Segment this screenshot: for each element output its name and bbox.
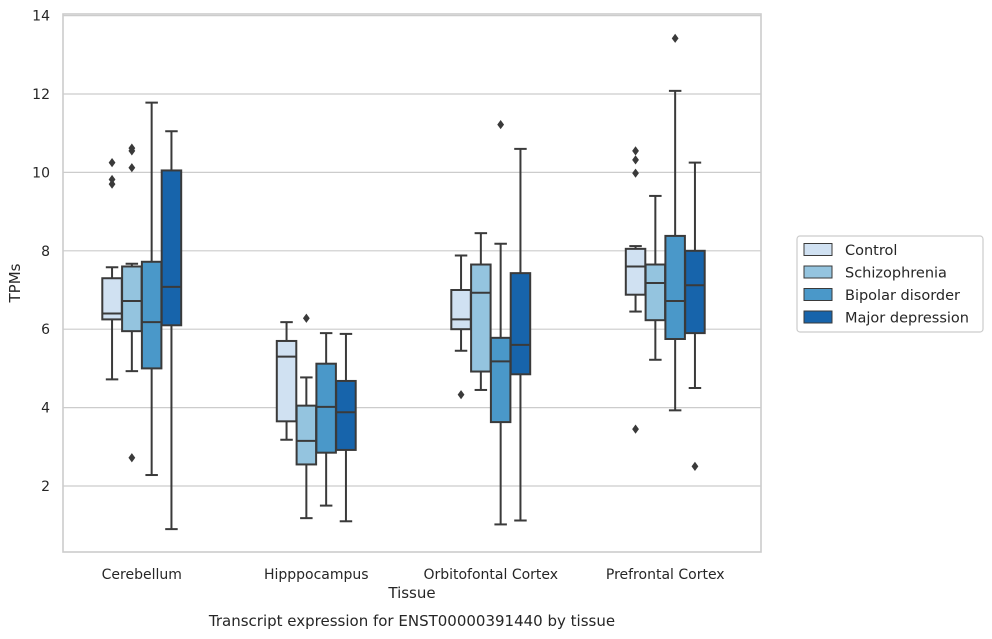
- legend-swatch: [803, 243, 833, 256]
- box: [275, 339, 298, 423]
- box: [684, 249, 706, 335]
- legend-label: Schizophrenia: [845, 266, 947, 282]
- box-group: [121, 143, 143, 463]
- outlier-point: [108, 179, 116, 189]
- box-group: [509, 147, 532, 522]
- plot-frame: [62, 13, 762, 553]
- outlier-point: [671, 33, 679, 43]
- box: [160, 169, 183, 327]
- legend-swatch: [803, 265, 833, 279]
- y-tick-label: 14: [32, 9, 50, 25]
- box-groups: [101, 33, 706, 531]
- box: [121, 265, 143, 333]
- box-group: [101, 158, 123, 381]
- outlier-point: [632, 146, 639, 156]
- y-tick-label: 8: [41, 244, 50, 260]
- box-group: [489, 119, 512, 526]
- box-group: [275, 321, 298, 441]
- outlier-point: [128, 143, 136, 153]
- x-axis-label: Tissue: [387, 584, 435, 602]
- y-tick-label: 4: [41, 401, 50, 417]
- box-group: [140, 101, 163, 477]
- outlier-point: [632, 155, 639, 165]
- y-axis-label: TPMs: [6, 263, 24, 303]
- y-tick-label: 12: [32, 87, 50, 103]
- box: [315, 362, 337, 454]
- y-tick-labels: 2 4 6 8 10 12 14: [32, 9, 50, 495]
- y-tick-label: 2: [41, 479, 50, 495]
- legend-frame: [796, 235, 984, 333]
- box-group: [315, 332, 337, 507]
- box-group: [335, 332, 357, 523]
- legend-swatch: [803, 288, 833, 301]
- outlier-point: [128, 163, 136, 173]
- outlier-point: [632, 168, 639, 178]
- legend-label: Bipolar disorder: [845, 288, 960, 304]
- box-group: [664, 33, 686, 412]
- box-group: [470, 232, 492, 391]
- box-group: [160, 130, 183, 531]
- box: [295, 404, 318, 466]
- x-tick-labels: Cerebellum Hipppocampus Orbitofontal Corte…: [102, 567, 725, 583]
- x-tick-label: Hipppocampus: [264, 567, 369, 583]
- outlier-point: [302, 313, 310, 323]
- x-tick-label: Cerebellum: [102, 567, 182, 583]
- outlier-point: [497, 119, 505, 130]
- box: [624, 247, 647, 296]
- box: [644, 263, 667, 322]
- box: [509, 272, 532, 376]
- box: [664, 234, 686, 341]
- legend-label: Control: [845, 243, 897, 259]
- box: [470, 263, 492, 373]
- outlier-point: [632, 424, 639, 434]
- x-tick-label: Prefrontal Cortex: [606, 567, 725, 583]
- box: [489, 336, 512, 424]
- outlier-point: [691, 461, 699, 471]
- x-tick-label: Orbitofontal Cortex: [423, 567, 558, 583]
- box-group: [295, 313, 318, 520]
- outlier-point: [457, 390, 465, 400]
- box-group: [684, 161, 706, 471]
- outlier-point: [108, 158, 116, 168]
- box: [140, 260, 163, 370]
- box-group: [624, 146, 647, 434]
- outlier-point: [128, 453, 136, 463]
- chart-caption: Transcript expression for ENST0000039144…: [208, 612, 615, 630]
- outlier-point: [108, 174, 116, 185]
- legend: Control Schizophrenia Bipolar disorder Majo…: [796, 235, 984, 333]
- y-tick-label: 10: [32, 165, 50, 181]
- legend-label: Major depression: [845, 311, 969, 327]
- box: [335, 379, 357, 451]
- box: [450, 289, 472, 331]
- box-group: [644, 194, 667, 361]
- legend-swatch: [803, 310, 833, 324]
- box-group: [450, 254, 472, 400]
- y-tick-label: 6: [41, 322, 50, 338]
